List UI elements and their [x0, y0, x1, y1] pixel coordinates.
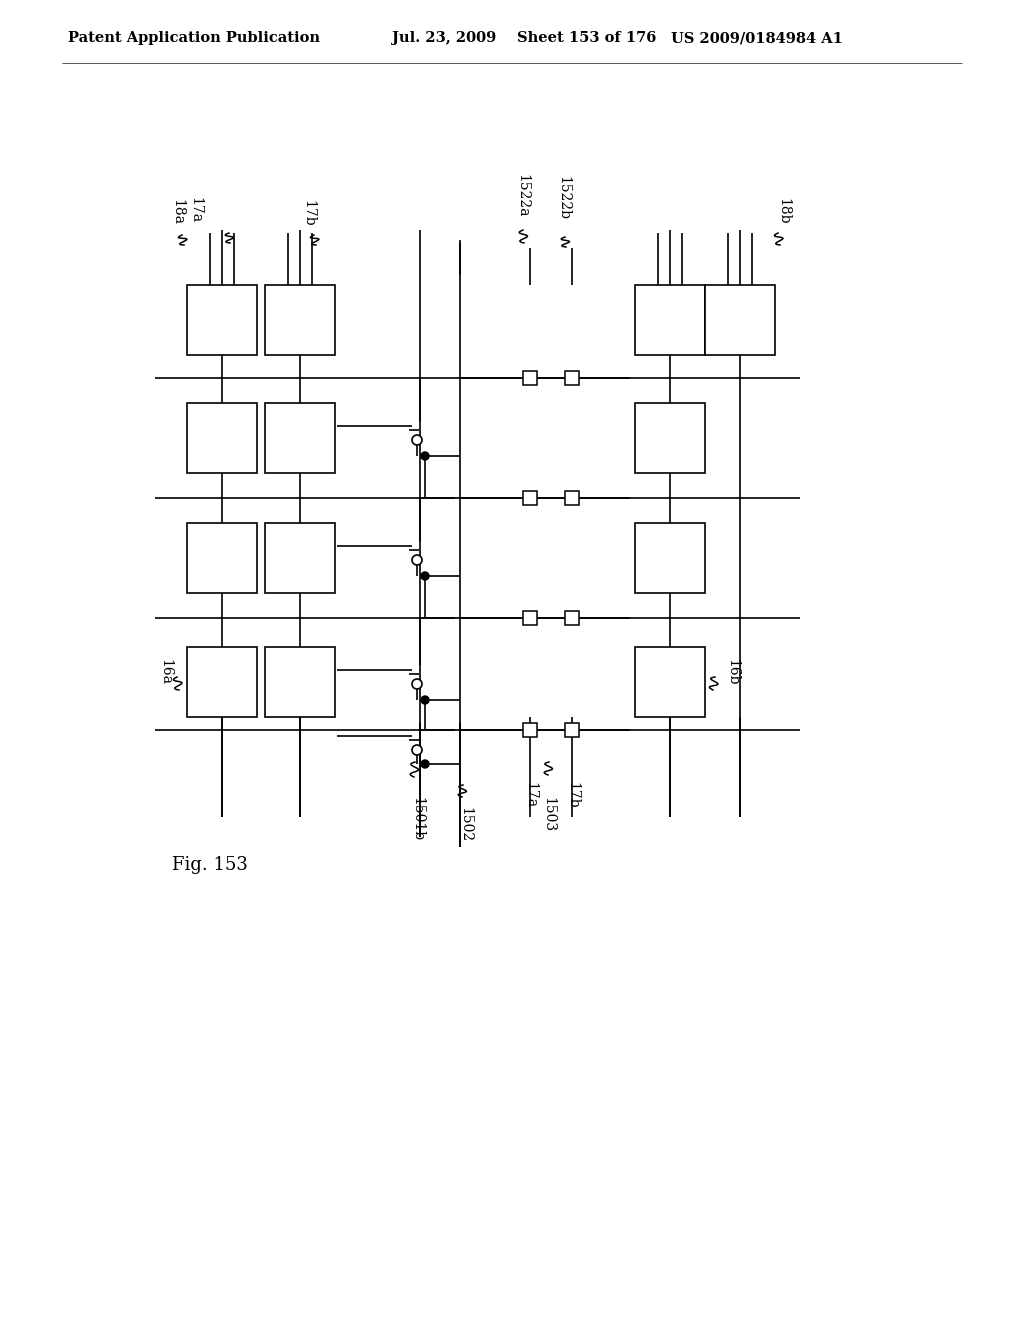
- Text: 17b: 17b: [565, 781, 579, 809]
- Bar: [565, 611, 579, 624]
- Bar: [187, 285, 257, 355]
- Text: Patent Application Publication: Patent Application Publication: [68, 30, 319, 45]
- Bar: [265, 403, 335, 473]
- Text: 17a: 17a: [523, 781, 537, 808]
- Text: 1522b: 1522b: [556, 176, 570, 220]
- Text: 16a: 16a: [158, 659, 172, 685]
- Text: 18a: 18a: [170, 199, 184, 224]
- Bar: [635, 647, 705, 717]
- Bar: [187, 523, 257, 593]
- Text: 18b: 18b: [776, 198, 790, 224]
- Bar: [635, 403, 705, 473]
- Bar: [187, 647, 257, 717]
- Bar: [635, 523, 705, 593]
- Text: US 2009/0184984 A1: US 2009/0184984 A1: [671, 30, 843, 45]
- Bar: [187, 403, 257, 473]
- Text: Fig. 153: Fig. 153: [172, 855, 248, 874]
- Circle shape: [412, 554, 422, 565]
- Bar: [635, 285, 705, 355]
- Circle shape: [412, 436, 422, 445]
- Bar: [565, 491, 579, 506]
- Bar: [705, 285, 775, 355]
- Bar: [565, 371, 579, 385]
- Bar: [523, 723, 537, 737]
- Text: Jul. 23, 2009: Jul. 23, 2009: [392, 30, 497, 45]
- Bar: [523, 611, 537, 624]
- Circle shape: [412, 744, 422, 755]
- Text: 17b: 17b: [301, 201, 315, 227]
- Bar: [265, 523, 335, 593]
- Circle shape: [421, 451, 429, 459]
- Text: 1502: 1502: [458, 807, 472, 842]
- Text: 1501b: 1501b: [410, 797, 424, 841]
- Text: 16b: 16b: [725, 659, 739, 685]
- Circle shape: [412, 678, 422, 689]
- Bar: [265, 285, 335, 355]
- Text: 1503: 1503: [541, 797, 555, 832]
- Circle shape: [421, 696, 429, 704]
- Bar: [523, 371, 537, 385]
- Text: 17a: 17a: [188, 197, 202, 223]
- Bar: [265, 647, 335, 717]
- Circle shape: [421, 760, 429, 768]
- Text: 1522a: 1522a: [515, 173, 529, 216]
- Bar: [565, 723, 579, 737]
- Circle shape: [421, 572, 429, 579]
- Bar: [523, 491, 537, 506]
- Text: Sheet 153 of 176: Sheet 153 of 176: [517, 30, 656, 45]
